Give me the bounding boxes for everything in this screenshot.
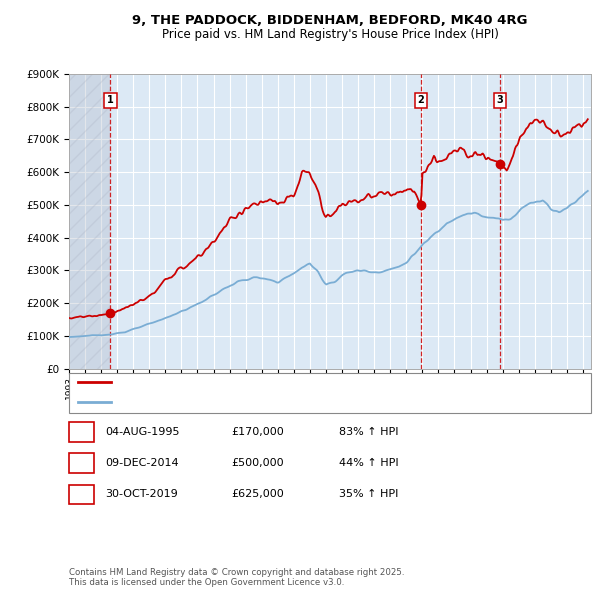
Text: £625,000: £625,000 xyxy=(231,490,284,499)
Text: 1: 1 xyxy=(107,96,114,105)
Text: 09-DEC-2014: 09-DEC-2014 xyxy=(105,458,179,468)
Bar xyxy=(69,74,110,369)
Text: 04-AUG-1995: 04-AUG-1995 xyxy=(105,427,179,437)
Text: 35% ↑ HPI: 35% ↑ HPI xyxy=(339,490,398,499)
Text: Contains HM Land Registry data © Crown copyright and database right 2025.
This d: Contains HM Land Registry data © Crown c… xyxy=(69,568,404,587)
Text: 9, THE PADDOCK, BIDDENHAM, BEDFORD, MK40 4RG (detached house): 9, THE PADDOCK, BIDDENHAM, BEDFORD, MK40… xyxy=(116,378,473,387)
Text: Price paid vs. HM Land Registry's House Price Index (HPI): Price paid vs. HM Land Registry's House … xyxy=(161,28,499,41)
Text: 2: 2 xyxy=(78,458,85,468)
Text: 9, THE PADDOCK, BIDDENHAM, BEDFORD, MK40 4RG: 9, THE PADDOCK, BIDDENHAM, BEDFORD, MK40… xyxy=(132,14,528,27)
Text: 3: 3 xyxy=(497,96,503,105)
Text: £500,000: £500,000 xyxy=(231,458,284,468)
Text: 30-OCT-2019: 30-OCT-2019 xyxy=(105,490,178,499)
Text: £170,000: £170,000 xyxy=(231,427,284,437)
Text: 83% ↑ HPI: 83% ↑ HPI xyxy=(339,427,398,437)
Text: 3: 3 xyxy=(78,490,85,499)
Text: HPI: Average price, detached house, Bedford: HPI: Average price, detached house, Bedf… xyxy=(116,398,340,407)
Text: 44% ↑ HPI: 44% ↑ HPI xyxy=(339,458,398,468)
Text: 1: 1 xyxy=(78,427,85,437)
Text: 2: 2 xyxy=(418,96,424,105)
